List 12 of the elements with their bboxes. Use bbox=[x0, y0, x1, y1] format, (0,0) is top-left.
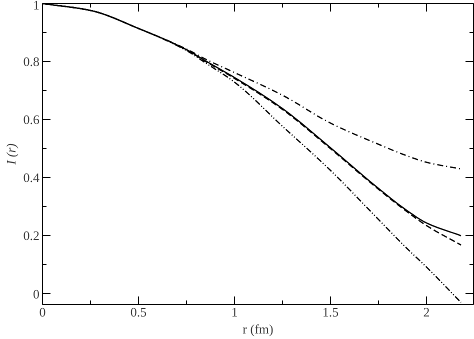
y-tick-label: 0.8 bbox=[23, 54, 40, 70]
x-tick-label: 2 bbox=[423, 304, 430, 320]
y-tick-label: 0.2 bbox=[23, 228, 40, 244]
y-axis-title: I (r) bbox=[3, 143, 18, 166]
y-tick-label: 0.6 bbox=[23, 112, 40, 128]
x-tick-label: 0.5 bbox=[130, 304, 147, 320]
x-tick-label: 1.5 bbox=[322, 304, 339, 320]
y-tick-label: 1 bbox=[33, 0, 40, 12]
y-tick-label: 0 bbox=[33, 286, 40, 302]
x-axis-title: r (fm) bbox=[242, 322, 274, 336]
y-tick-label: 0.4 bbox=[23, 170, 40, 186]
x-tick-label: 1 bbox=[231, 304, 238, 320]
